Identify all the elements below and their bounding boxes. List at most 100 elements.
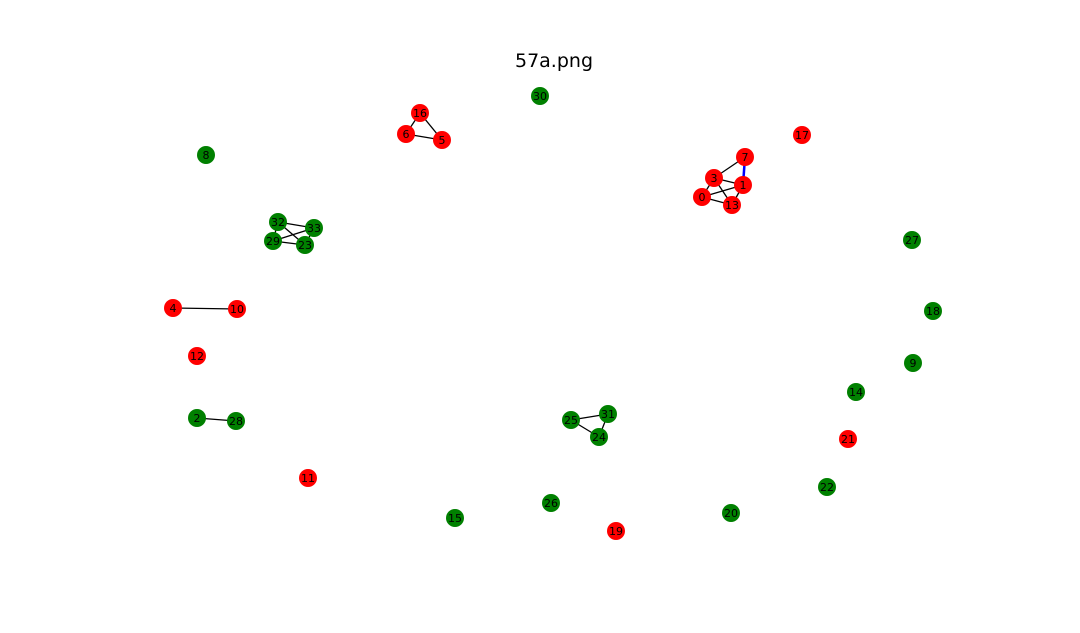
node-label-19: 19 [609, 525, 623, 538]
node-13: 13 [723, 196, 741, 214]
node-label-2: 2 [194, 412, 201, 425]
node-26: 26 [542, 494, 560, 512]
node-12: 12 [188, 347, 206, 365]
node-25: 25 [562, 411, 580, 429]
node-circle-27 [903, 231, 921, 249]
node-label-10: 10 [230, 303, 244, 316]
node-label-11: 11 [301, 472, 315, 485]
node-label-32: 32 [271, 216, 285, 229]
node-circle-9 [904, 354, 922, 372]
node-circle-24 [590, 428, 608, 446]
node-circle-11 [299, 469, 317, 487]
node-22: 22 [818, 478, 836, 496]
node-15: 15 [446, 509, 464, 527]
node-label-17: 17 [795, 129, 809, 142]
node-circle-18 [924, 302, 942, 320]
node-label-14: 14 [849, 386, 863, 399]
node-label-23: 23 [298, 239, 312, 252]
node-label-6: 6 [403, 128, 410, 141]
node-circle-23 [296, 236, 314, 254]
node-27: 27 [903, 231, 921, 249]
node-circle-4 [164, 299, 182, 317]
figure-title: 57a.png [514, 50, 594, 72]
node-0: 0 [693, 188, 711, 206]
node-31: 31 [599, 405, 617, 423]
node-label-29: 29 [266, 235, 280, 248]
node-circle-2 [188, 409, 206, 427]
node-circle-29 [264, 232, 282, 250]
node-circle-28 [227, 412, 245, 430]
node-30: 30 [531, 87, 549, 105]
edge-4-10 [172, 307, 238, 310]
node-label-18: 18 [926, 305, 940, 318]
node-circle-6 [397, 125, 415, 143]
node-label-12: 12 [190, 350, 204, 363]
node-label-0: 0 [699, 191, 706, 204]
node-33: 33 [305, 219, 323, 237]
node-28: 28 [227, 412, 245, 430]
node-label-26: 26 [544, 497, 558, 510]
node-label-9: 9 [910, 357, 917, 370]
node-label-27: 27 [905, 234, 919, 247]
node-label-22: 22 [820, 481, 834, 494]
node-20: 20 [722, 504, 740, 522]
node-circle-32 [269, 213, 287, 231]
node-circle-22 [818, 478, 836, 496]
node-label-33: 33 [307, 222, 321, 235]
node-label-31: 31 [601, 408, 615, 421]
node-label-3: 3 [711, 172, 718, 185]
node-circle-12 [188, 347, 206, 365]
node-23: 23 [296, 236, 314, 254]
node-11: 11 [299, 469, 317, 487]
node-label-24: 24 [592, 431, 606, 444]
node-3: 3 [705, 169, 723, 187]
node-16: 16 [411, 104, 429, 122]
node-circle-1 [734, 176, 752, 194]
node-circle-5 [433, 131, 451, 149]
node-6: 6 [397, 125, 415, 143]
node-circle-7 [736, 148, 754, 166]
node-8: 8 [197, 146, 215, 164]
node-32: 32 [269, 213, 287, 231]
node-circle-3 [705, 169, 723, 187]
node-label-20: 20 [724, 507, 738, 520]
node-label-25: 25 [564, 414, 578, 427]
node-7: 7 [736, 148, 754, 166]
node-circle-17 [793, 126, 811, 144]
node-1: 1 [734, 176, 752, 194]
node-label-15: 15 [448, 512, 462, 525]
node-circle-31 [599, 405, 617, 423]
node-14: 14 [847, 383, 865, 401]
node-label-1: 1 [740, 179, 747, 192]
node-18: 18 [924, 302, 942, 320]
node-label-28: 28 [229, 415, 243, 428]
node-circle-33 [305, 219, 323, 237]
node-label-21: 21 [841, 433, 855, 446]
edges-layer [172, 112, 747, 438]
node-4: 4 [164, 299, 182, 317]
node-circle-16 [411, 104, 429, 122]
node-19: 19 [607, 522, 625, 540]
node-label-8: 8 [203, 149, 210, 162]
node-label-5: 5 [439, 134, 446, 147]
node-circle-20 [722, 504, 740, 522]
node-label-4: 4 [170, 302, 177, 315]
node-circle-10 [228, 300, 246, 318]
node-10: 10 [228, 300, 246, 318]
nodes-layer: 0123456789101112131415161718192021222324… [164, 87, 942, 540]
node-circle-30 [531, 87, 549, 105]
node-circle-13 [723, 196, 741, 214]
node-24: 24 [590, 428, 608, 446]
node-2: 2 [188, 409, 206, 427]
node-label-16: 16 [413, 107, 427, 120]
node-circle-21 [839, 430, 857, 448]
node-5: 5 [433, 131, 451, 149]
node-label-30: 30 [533, 90, 547, 103]
node-9: 9 [904, 354, 922, 372]
node-circle-25 [562, 411, 580, 429]
node-label-13: 13 [725, 199, 739, 212]
node-circle-14 [847, 383, 865, 401]
node-label-7: 7 [742, 151, 749, 164]
node-circle-8 [197, 146, 215, 164]
